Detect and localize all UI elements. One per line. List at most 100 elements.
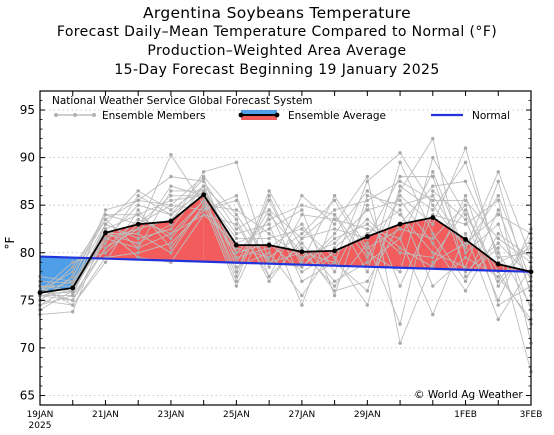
ensemble-member-point [267, 212, 271, 217]
ensemble-member-point [71, 265, 75, 269]
ensemble-member-point [398, 341, 402, 345]
legend-members-label: Ensemble Members [102, 110, 206, 122]
ensemble-member-point [136, 241, 140, 245]
y-tick-label: 90 [20, 151, 35, 165]
ensemble-member-point [496, 303, 500, 307]
ensemble-member-point [103, 241, 108, 245]
ensemble-member-point [463, 217, 468, 222]
ensemble-member-point [332, 222, 337, 226]
ensemble-member-point [300, 303, 304, 307]
plot-frame [39, 90, 532, 406]
ensemble-member-point [267, 208, 271, 212]
ensemble-member-point [234, 227, 239, 231]
x-tick-sublabel: 2025 [29, 421, 52, 431]
ensemble-member-point [234, 193, 239, 198]
ensemble-member-point [169, 184, 173, 188]
ensemble-member-point [431, 155, 435, 160]
legend-members-dot [54, 113, 58, 117]
ensemble-member-point [300, 255, 304, 260]
ensemble-member-point [201, 203, 206, 207]
ensemble-member-point [463, 274, 468, 279]
ensemble-member-point [234, 279, 239, 284]
ensemble-member-point [300, 246, 304, 250]
ensemble-member-point [332, 279, 337, 284]
normal-line-group [39, 255, 532, 273]
y-tick-label: 75 [20, 293, 35, 307]
ensemble-member-point [267, 189, 271, 193]
ensemble-member-point [234, 217, 239, 222]
ensemble-member-point [431, 312, 435, 317]
ensemble-member-point [169, 227, 173, 231]
ensemble-member-point [365, 241, 370, 245]
ensemble-member-point [431, 198, 435, 203]
legend-cool-swatch [241, 110, 277, 115]
ensemble-member-point [71, 270, 75, 274]
ensemble-member-point [300, 270, 304, 274]
ensemble-member-point [496, 279, 500, 284]
ensemble-member-point [103, 208, 108, 212]
ensemble-member-point [267, 227, 271, 231]
ensemble-member-point [496, 246, 500, 250]
ensemble-member-point [136, 251, 140, 255]
ensemble-member-point [169, 193, 173, 198]
ensemble-member-point [398, 227, 402, 231]
ensemble-member-point [365, 203, 370, 207]
ensemble-member-point [300, 222, 304, 226]
legend-normal-label: Normal [472, 110, 510, 122]
ensemble-member-point [234, 222, 239, 226]
ensemble-member-point [267, 217, 271, 222]
ensemble-member-point [496, 232, 500, 236]
ensemble-member-point [300, 279, 304, 284]
ensemble-member-point [463, 198, 468, 203]
ensemble-member-point [398, 151, 402, 155]
ensemble-member-point [463, 203, 468, 207]
ensemble-member-point [136, 208, 140, 212]
ensemble-member-point [365, 189, 370, 193]
ensemble-average-point [234, 242, 239, 248]
ensemble-member-point [365, 193, 370, 198]
ensemble-member-point [463, 222, 468, 226]
ensemble-member-point [234, 284, 239, 288]
ensemble-member-point [201, 174, 206, 179]
ensemble-member-point [136, 227, 140, 231]
ensemble-member-point [300, 260, 304, 264]
ensemble-member-point [300, 236, 304, 241]
ensemble-member-point [201, 184, 206, 188]
normal-line [39, 255, 532, 273]
ensemble-member-point [169, 236, 173, 241]
ensemble-member-point [332, 193, 337, 198]
ensemble-member-point [463, 208, 468, 212]
ensemble-member-point [234, 232, 239, 236]
ensemble-member-point [300, 265, 304, 269]
ensemble-member-point [365, 174, 370, 179]
ensemble-member-point [365, 270, 370, 274]
ensemble-member-point [136, 246, 140, 250]
legend-members-dot [92, 113, 96, 117]
ensemble-member-point [71, 303, 75, 307]
ensemble-member-point [463, 265, 468, 269]
ensemble-member-point [365, 279, 370, 284]
ensemble-member-point [398, 322, 402, 326]
ensemble-member-line [39, 199, 532, 306]
ensemble-member-point [463, 212, 468, 217]
ensemble-member-point [398, 251, 402, 255]
ensemble-member-point [201, 170, 206, 174]
x-tick-label: 25JAN [223, 410, 250, 420]
ensemble-member-point [169, 153, 173, 157]
ensemble-member-point [169, 241, 173, 245]
chart-subtitle-3: 15-Day Forecast Beginning 19 January 202… [114, 62, 440, 78]
ensemble-member-point [463, 279, 468, 284]
ensemble-member-point [267, 251, 271, 255]
ensemble-member-point [463, 146, 468, 150]
copyright-text: © World Ag Weather [414, 389, 523, 401]
ensemble-member-point [463, 179, 468, 184]
ensemble-member-point [169, 203, 173, 207]
ensemble-member-point [234, 255, 239, 260]
ensemble-member-point [267, 274, 271, 279]
ensemble-average-point [266, 242, 272, 248]
ensemble-member-point [169, 251, 173, 255]
ensemble-member-point [267, 279, 271, 284]
ensemble-member-point [169, 174, 173, 179]
ensemble-member-point [398, 270, 402, 274]
ensemble-member-point [496, 193, 500, 198]
